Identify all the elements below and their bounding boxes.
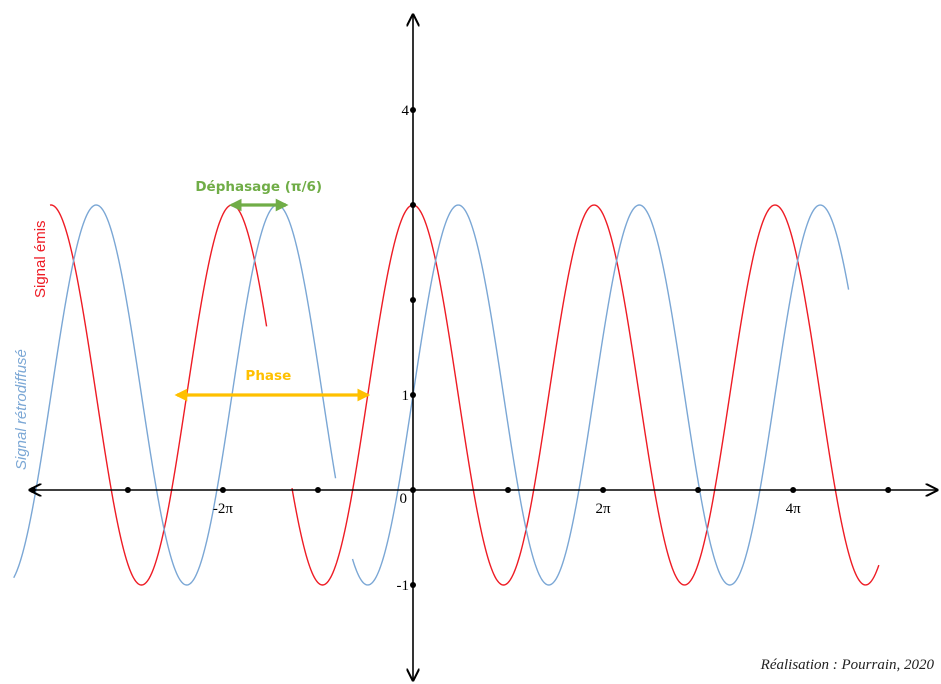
x-tick-dot-5: [410, 487, 416, 493]
signal-retrodiffuse-line-part-2: [351, 204, 850, 586]
phase-label: Phase: [245, 368, 291, 384]
legend-signal-retrodiffuse: Signal rétrodiffusé: [13, 349, 30, 470]
dephasage-label: Déphasage (π/6): [195, 179, 322, 195]
x-tick-dot-6: [505, 487, 512, 493]
ticks-layer: -2π 0 2π 4π 4 1 -1: [29, 103, 892, 594]
legend-signal-emis: Signal émis: [32, 220, 49, 298]
x-tick-label-2: 0: [400, 491, 408, 507]
axes-layer: [30, 15, 937, 680]
y-tick-dot-5: [410, 202, 416, 208]
y-tick-dot-4: [410, 297, 416, 303]
x-tick-dot-4: [314, 487, 321, 493]
y-tick-dot-3: [410, 392, 416, 398]
x-tick-dot-1: [29, 487, 36, 493]
annotation-layer: Déphasage (π/6) Phase: [174, 179, 371, 402]
x-tick-dot-2: [124, 487, 131, 493]
x-tick-label-3: 2π: [596, 501, 612, 517]
credit-text: Réalisation : Pourrain, 2020: [760, 657, 935, 673]
y-tick-dot-6: [410, 107, 416, 113]
x-tick-dot-7: [600, 487, 607, 493]
x-tick-dot-3: [219, 487, 226, 493]
x-tick-dot-10: [885, 487, 892, 493]
x-tick-dot-8: [695, 487, 702, 493]
x-tick-label-1: -2π: [213, 501, 233, 517]
series-layer: [13, 204, 880, 586]
signal-emis-line-part-2: [291, 204, 880, 586]
y-tick-label-1: 4: [402, 103, 410, 119]
y-tick-label-3: -1: [397, 578, 410, 594]
y-tick-label-2: 1: [402, 388, 410, 404]
x-tick-label-4: 4π: [786, 501, 802, 517]
x-tick-dot-9: [790, 487, 797, 493]
y-tick-dot-1: [410, 582, 416, 588]
